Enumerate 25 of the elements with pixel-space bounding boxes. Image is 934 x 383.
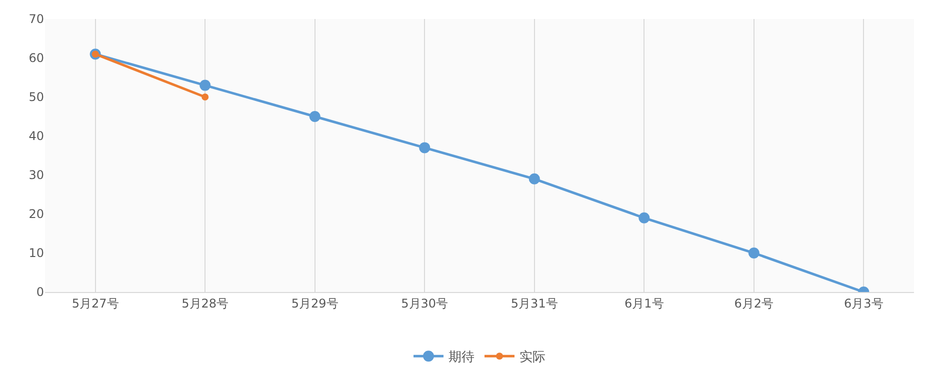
- x-tick-label: 5月29号: [291, 296, 338, 310]
- y-tick-label: 0: [36, 285, 44, 300]
- point: [200, 80, 211, 91]
- x-tick-label: 5月30号: [401, 296, 448, 310]
- y-tick-label: 70: [28, 12, 44, 26]
- y-tick-label: 20: [28, 207, 44, 222]
- x-tick-label: 6月1号: [624, 296, 664, 310]
- y-tick-label: 10: [28, 246, 44, 260]
- legend-label: 实际: [520, 350, 546, 366]
- y-tick-label: 30: [28, 168, 44, 182]
- x-tick-label: 5月28号: [182, 296, 229, 310]
- y-tick-label: 60: [28, 51, 44, 66]
- y-tick-label: 40: [28, 129, 44, 144]
- x-tick-label: 6月2号: [734, 296, 774, 310]
- point: [419, 142, 430, 154]
- legend-label: 期待: [448, 350, 474, 366]
- point: [638, 212, 650, 224]
- point: [528, 173, 540, 184]
- point: [202, 94, 209, 100]
- x-tick-label: 6月3号: [844, 296, 884, 310]
- x-tick-label: 5月27号: [72, 296, 119, 310]
- point: [748, 248, 760, 258]
- point: [309, 111, 320, 122]
- y-tick-label: 50: [28, 90, 44, 104]
- x-tick-label: 5月31号: [510, 296, 558, 310]
